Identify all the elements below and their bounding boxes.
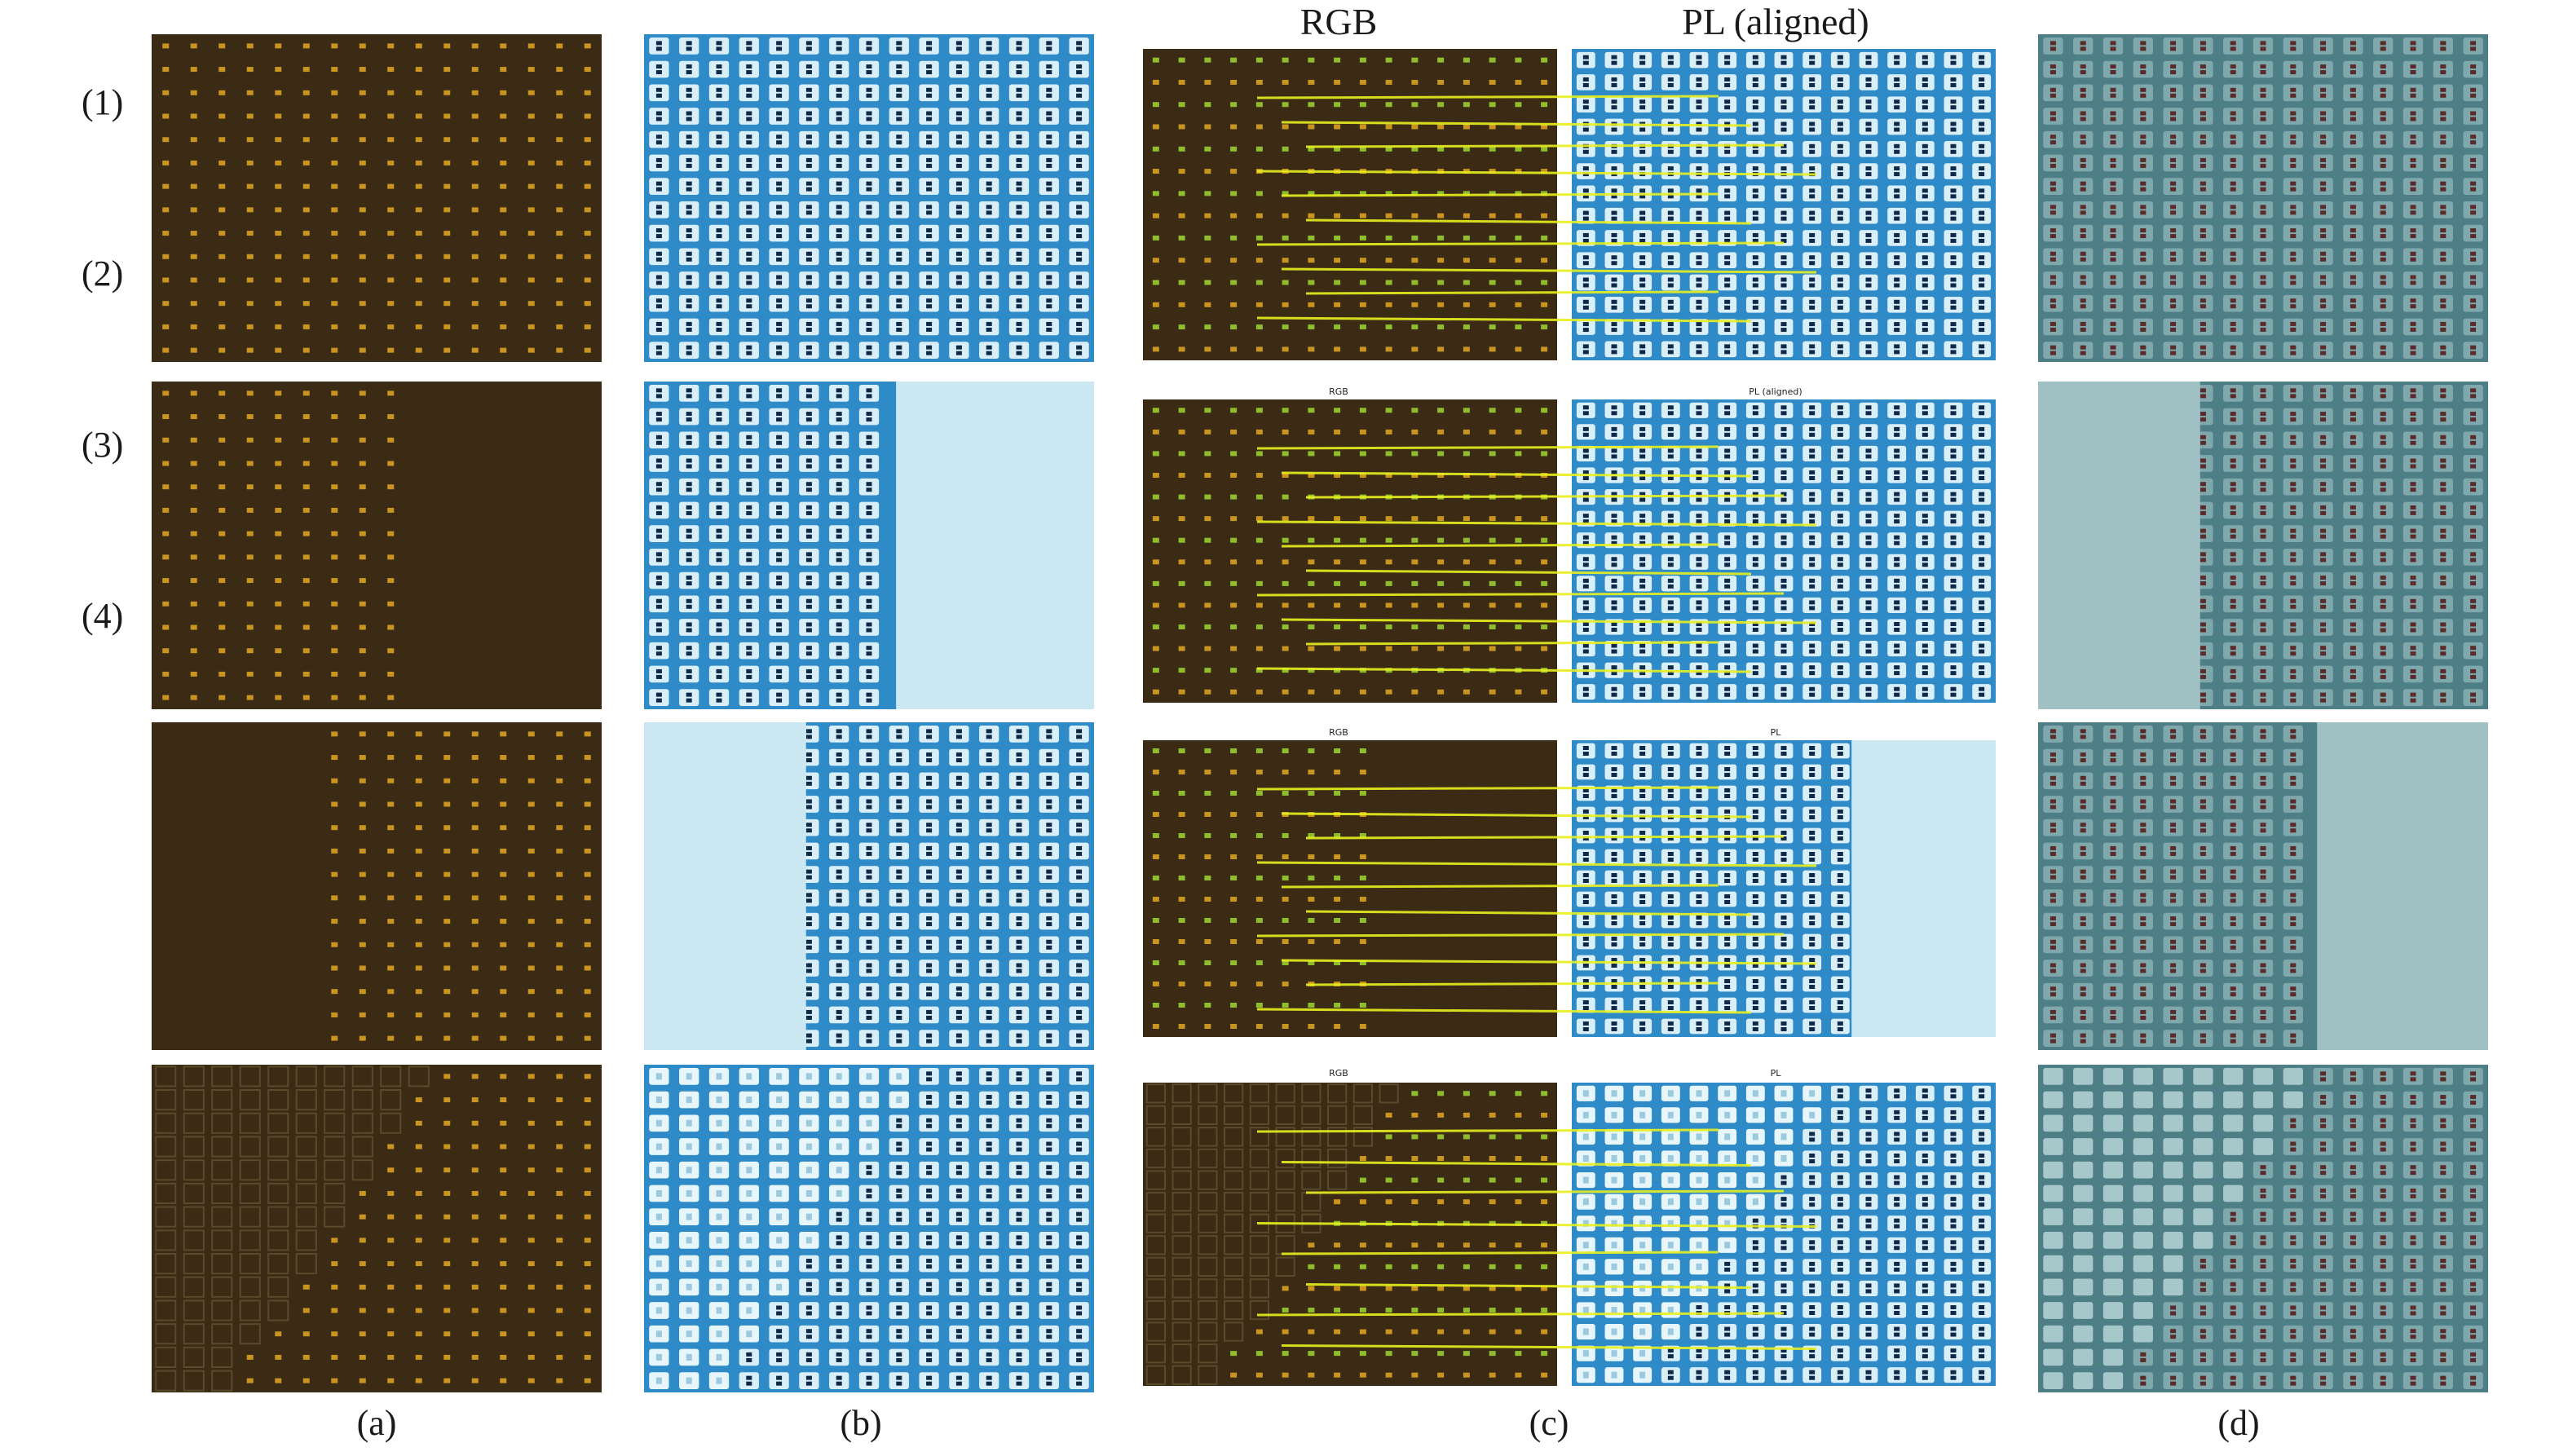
panel-c-rgb-row-1: [1143, 49, 1557, 360]
panel-c-header-rgb: RGB: [1299, 1, 1378, 42]
panel-c-pl-row-2: [1572, 399, 1996, 703]
row-label-2: (2): [82, 254, 124, 293]
panel-d-row-4: [2038, 1065, 2488, 1392]
row-label-3: (3): [82, 425, 124, 465]
match-lines-row-1: [1256, 95, 1817, 323]
match-lines-row-2: [1256, 445, 1817, 673]
panel-d-row-1: [2038, 34, 2488, 362]
match-lines-row-3: [1256, 786, 1817, 1014]
panel-c-row4-rgb-title: RGB: [1329, 1068, 1348, 1079]
panel-d-row-3: [2038, 722, 2488, 1050]
panel-c-row2-rgb-title: RGB: [1329, 386, 1348, 397]
panel-b-row-3: [644, 722, 1094, 1050]
panel-a-row-4: [152, 1065, 602, 1392]
panel-c-pl-row-4: [1572, 1083, 1996, 1386]
panel-c-row4-pl-title: PL: [1770, 1068, 1781, 1079]
panel-a-row-2: [152, 382, 602, 709]
column-label-d: (d): [2217, 1403, 2260, 1443]
panel-c-rgb-row-3: [1143, 740, 1557, 1037]
panel-b-row-1: [644, 34, 1094, 362]
panel-c-rgb-row-4: [1143, 1083, 1557, 1386]
panel-c-pl-row-3: [1572, 740, 1996, 1037]
match-lines-row-4: [1256, 1128, 1817, 1350]
column-label-a: (a): [356, 1403, 397, 1443]
panel-a-row-3: [152, 722, 602, 1050]
panel-c-rgb-row-2: [1143, 399, 1557, 703]
panel-b-row-2: [644, 382, 1094, 709]
panel-a-row-1: [152, 34, 602, 362]
panel-c-pl-row-1: [1572, 49, 1996, 360]
row-label-1: (1): [82, 82, 124, 122]
panel-c-row3-rgb-title: RGB: [1329, 727, 1348, 738]
panel-c-row3-pl-title: PL: [1770, 727, 1781, 738]
column-label-b: (b): [840, 1403, 882, 1443]
panel-c-row2-pl-title: PL (aligned): [1749, 386, 1802, 397]
row-label-4: (4): [82, 596, 124, 636]
panel-c-header-pl: PL (aligned): [1682, 1, 1869, 42]
panel-d-row-2: [2038, 382, 2488, 709]
panel-b-row-4: [644, 1065, 1094, 1392]
column-label-c: (c): [1529, 1403, 1569, 1443]
